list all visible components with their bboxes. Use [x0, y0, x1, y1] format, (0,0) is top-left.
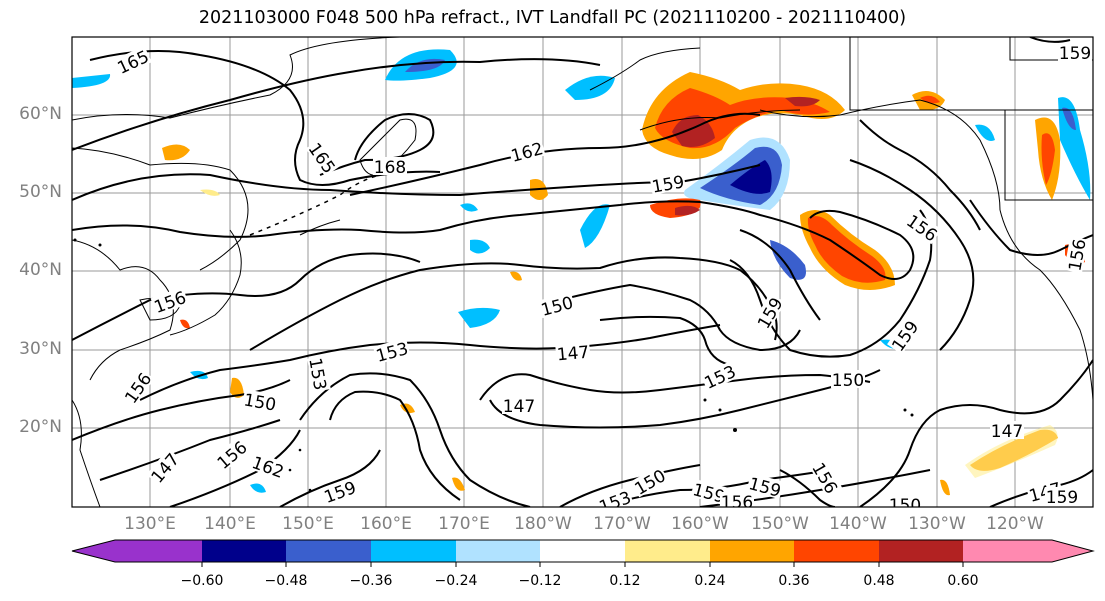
colorbar-outline — [71, 539, 1095, 563]
colorbar-extend-high — [963, 540, 1093, 562]
coastlines — [72, 37, 1093, 507]
contour-label-bg — [752, 293, 786, 332]
lat-label: 30°N — [19, 339, 62, 359]
colorbar-segment — [540, 540, 626, 562]
page-title: 2021103000 F048 500 hPa refract., IVT La… — [198, 8, 907, 28]
lon-label: 120°W — [986, 514, 1044, 534]
lon-label: 140°W — [829, 514, 887, 534]
lon-label: 130°E — [124, 514, 176, 534]
lat-label: 50°N — [19, 182, 62, 202]
colorbar-tick-label: −0.12 — [518, 573, 562, 589]
contour-label: 147 — [556, 343, 590, 366]
lon-label: 180°W — [514, 514, 572, 534]
colorbar-segment — [879, 540, 964, 562]
contour-label-bg — [320, 476, 359, 506]
contour-label-bg — [372, 337, 411, 365]
contour-label-bg — [690, 478, 729, 506]
contour-label-bg — [1058, 43, 1092, 61]
colorbar-segment — [202, 540, 287, 562]
colorbar-extend-low — [72, 540, 116, 562]
lon-label: 160°W — [671, 514, 729, 534]
contour-label-bg — [113, 45, 152, 77]
colorbar-tick-label: −0.24 — [434, 573, 478, 589]
contour-label-bg — [887, 316, 922, 355]
shading-positive — [162, 72, 1085, 496]
colorbar-tick-label: 0.12 — [609, 573, 641, 589]
contour-label-bg — [537, 291, 576, 319]
colorbar-tick-label: 0.24 — [694, 573, 726, 589]
colorbar-tick-label: 0.36 — [778, 573, 810, 589]
contour-label-bg — [903, 210, 942, 245]
lon-label: 160°E — [360, 514, 412, 534]
contour-label-bg — [990, 421, 1024, 439]
lon-label: 170°W — [593, 514, 651, 534]
contour-label-bg — [888, 495, 922, 507]
contour-label: 147 — [503, 397, 535, 417]
lon-label: 150°E — [282, 514, 334, 534]
colorbar-segment — [625, 540, 711, 562]
contour-label-bg — [307, 355, 331, 393]
contour-label-bg — [649, 171, 687, 195]
colorbar-tick-label: 0.60 — [947, 573, 979, 589]
contour-label-bg — [1064, 236, 1088, 274]
contour-label: 156 — [721, 493, 753, 513]
contour-label: 147 — [991, 422, 1023, 442]
lat-label: 20°N — [19, 417, 62, 437]
colorbar-tick-label: 0.48 — [863, 573, 895, 589]
contour-label-bg — [373, 157, 407, 175]
contour-label-bg — [502, 396, 536, 414]
colorbar-segment — [710, 540, 795, 562]
colorbar-segment — [371, 540, 457, 562]
contour-label-bg — [720, 492, 754, 507]
contour-label-bg — [809, 458, 843, 497]
shading-negative — [72, 49, 1091, 493]
contour-label: 168 — [374, 158, 406, 178]
colorbar-tick-label: −0.36 — [349, 573, 393, 589]
contour-label: 159 — [1059, 44, 1091, 64]
lon-label: 150°W — [751, 514, 809, 534]
contour-label-bg — [555, 341, 591, 363]
contour-label-bg — [120, 368, 155, 407]
dashed-contour — [249, 174, 381, 236]
contour-label-bg — [700, 360, 739, 392]
contour-label-bg — [1045, 487, 1079, 505]
colorbar-tick-label: −0.60 — [180, 573, 224, 589]
lon-label: 170°E — [438, 514, 490, 534]
colorbar-tick-label: −0.48 — [264, 573, 308, 589]
colorbar-segment — [456, 540, 541, 562]
contour-label-bg — [507, 137, 546, 165]
islands — [73, 238, 914, 492]
lat-label: 40°N — [19, 260, 62, 280]
graticule — [72, 37, 1093, 507]
colorbar-segment — [286, 540, 372, 562]
lat-label: 60°N — [19, 104, 62, 124]
colorbar-segment — [794, 540, 880, 562]
contour-label: 159 — [1046, 488, 1078, 508]
contour-label-bg — [595, 486, 634, 507]
contour-label-bg — [831, 370, 865, 388]
contour-label-bg — [241, 389, 279, 413]
contour-label: 150 — [832, 371, 864, 391]
colorbar — [71, 539, 1095, 567]
contour-label-bg — [150, 286, 189, 316]
lon-label: 140°E — [204, 514, 256, 534]
contour-label-bg — [746, 472, 785, 500]
contour-label-bg — [212, 436, 251, 473]
map-frame — [71, 36, 1094, 508]
contour-label-bg — [630, 464, 669, 498]
contour-label-bg — [146, 448, 183, 487]
contour-label: 150 — [889, 496, 921, 516]
lon-label: 130°W — [908, 514, 966, 534]
contour-label-bg — [305, 138, 340, 177]
contour-label-bg — [249, 451, 288, 481]
colorbar-segment — [115, 540, 202, 562]
